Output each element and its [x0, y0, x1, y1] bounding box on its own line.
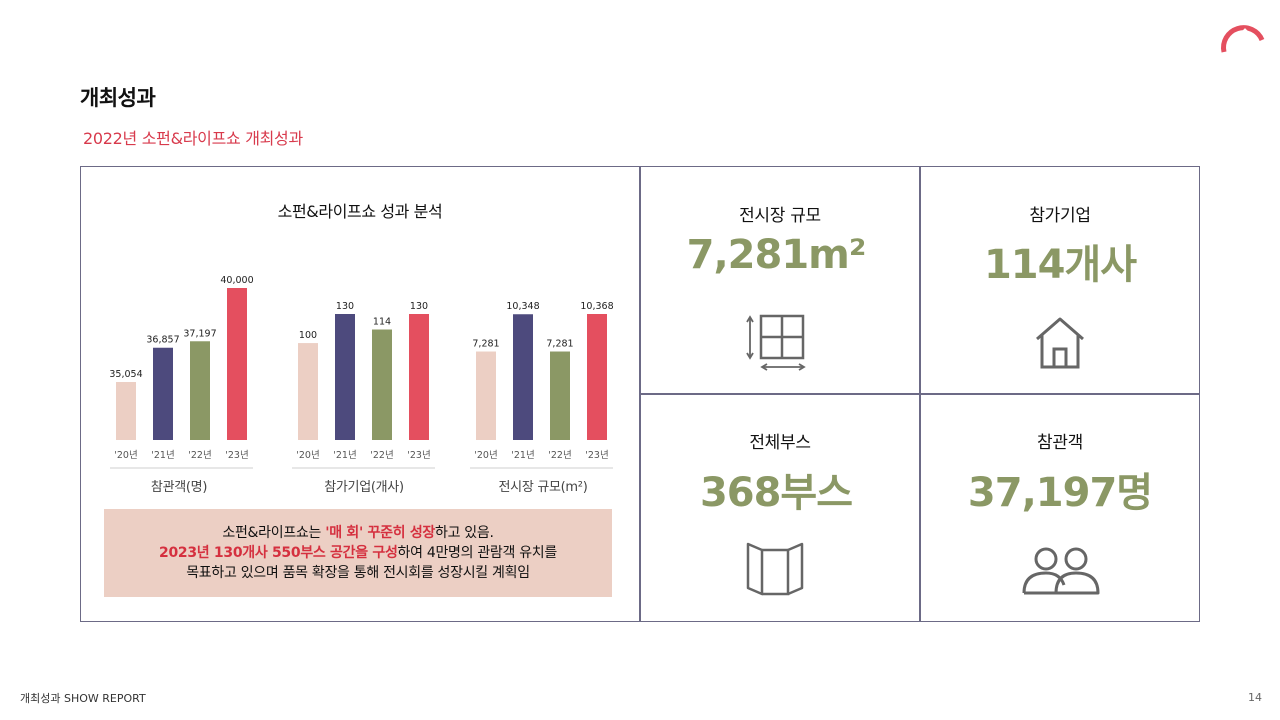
category-tick-label: '20년	[114, 450, 137, 461]
stat-label-venue: 전시장 규모	[739, 206, 821, 226]
bar-value-label: 130	[410, 301, 428, 312]
bar-value-label: 100	[299, 330, 317, 341]
stat-label-exhibitors: 참가기업	[1029, 206, 1091, 226]
stat-label-booths: 전체부스	[749, 433, 811, 453]
bar-2-0	[476, 351, 496, 440]
bar-2-3	[587, 314, 607, 440]
people-icon	[1022, 547, 1100, 595]
category-tick-label: '23년	[585, 450, 608, 461]
stat-label-visitors: 참관객	[1036, 433, 1084, 453]
divider-horizontal-stats	[639, 393, 1200, 395]
category-tick-label: '20년	[474, 450, 497, 461]
bar-value-label: 35,054	[109, 369, 142, 380]
house-icon	[1036, 317, 1084, 369]
category-tick-label: '20년	[296, 450, 319, 461]
bar-1-2	[372, 329, 392, 440]
bar-1-0	[298, 343, 318, 440]
stat-value-exhibitors: 114개사	[983, 242, 1137, 288]
group-label-venue: 전시장 규모(m²)	[498, 480, 588, 495]
summary-line-2: 2023년 130개사 550부스 공간을 구성하여 4만명의 관람객 유치를	[159, 545, 557, 561]
performance-bar-chart: 35,054 '20년 36,857 '21년 37,197 '22년 40,000 '23년…	[109, 275, 614, 469]
category-tick-label: '22년	[188, 450, 211, 461]
summary-line-1: 소펀&라이프쇼는 '매 회' 꾸준히 성장하고 있음.	[222, 525, 494, 541]
page-subtitle: 2022년 소펀&라이프쇼 개최성과	[83, 129, 303, 148]
floor-plan-icon	[746, 314, 806, 371]
bar-value-label: 7,281	[472, 339, 499, 350]
bar-value-label: 10,348	[506, 301, 539, 312]
stat-value-visitors: 37,197명	[967, 470, 1153, 516]
category-tick-label: '22년	[548, 450, 571, 461]
bar-1-3	[409, 314, 429, 440]
category-tick-label: '21년	[511, 450, 534, 461]
bar-value-label: 114	[373, 317, 391, 328]
bar-0-1	[153, 347, 173, 440]
category-tick-label: '21년	[151, 450, 174, 461]
bar-0-0	[116, 382, 136, 440]
page-number: 14	[1248, 691, 1262, 704]
stat-value-venue: 7,281m²	[686, 232, 867, 278]
group-label-visitors: 참관객(명)	[150, 480, 208, 495]
bar-value-label: 7,281	[546, 339, 573, 350]
category-tick-label: '23년	[407, 450, 430, 461]
page-title: 개최성과	[80, 86, 156, 110]
brand-logo	[1221, 25, 1265, 53]
booth-panel-icon	[746, 542, 804, 596]
summary-box: 소펀&라이프쇼는 '매 회' 꾸준히 성장하고 있음. 2023년 130개사 …	[104, 509, 612, 597]
bar-2-2	[550, 351, 570, 440]
chart-title: 소펀&라이프쇼 성과 분석	[277, 202, 443, 221]
bar-value-label: 10,368	[580, 301, 613, 312]
bar-value-label: 40,000	[220, 275, 253, 286]
category-tick-label: '21년	[333, 450, 356, 461]
group-label-exhibitors: 참가기업(개사)	[324, 480, 404, 495]
bar-value-label: 37,197	[183, 328, 216, 339]
bar-1-1	[335, 314, 355, 440]
bar-value-label: 130	[336, 301, 354, 312]
bar-0-2	[190, 341, 210, 440]
footer-section-label: 개최성과 SHOW REPORT	[20, 692, 146, 705]
stat-value-booths: 368부스	[699, 470, 853, 516]
bar-0-3	[227, 288, 247, 440]
summary-line-3: 목표하고 있으며 품목 확장을 통해 전시회를 성장시킬 계획임	[186, 565, 530, 581]
category-tick-label: '22년	[370, 450, 393, 461]
bar-2-1	[513, 314, 533, 440]
bar-value-label: 36,857	[146, 335, 179, 346]
category-tick-label: '23년	[225, 450, 248, 461]
